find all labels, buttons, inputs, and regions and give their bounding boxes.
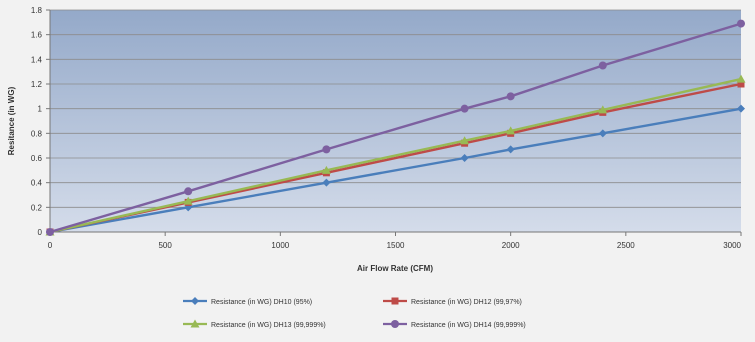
data-point	[460, 154, 469, 162]
y-tick-label: 1.8	[31, 6, 43, 15]
x-tick-label: 500	[158, 241, 172, 250]
legend-label: Resistance (in WG) DH13 (99,999%)	[211, 322, 326, 329]
legend-item: Resistance (in WG) DH12 (99,97%)	[383, 297, 522, 306]
data-point	[322, 178, 331, 187]
legend-label: Resistance (in WG) DH12 (99,97%)	[411, 299, 522, 306]
data-point	[737, 104, 745, 113]
y-tick-label: 1	[38, 105, 43, 114]
data-point	[184, 187, 193, 196]
plot-area	[50, 10, 741, 232]
legend-label: Resistance (in WG) DH10 (95%)	[211, 299, 312, 306]
data-point	[321, 165, 331, 174]
legend: Resistance (in WG) DH10 (95%) Resistance …	[183, 297, 526, 329]
x-tick-label: 1000	[271, 241, 289, 250]
data-point	[460, 104, 469, 113]
x-tick-label: 2000	[502, 241, 520, 250]
data-point	[460, 136, 470, 145]
legend-item: Resistance (in WG) DH10 (95%)	[183, 297, 312, 306]
data-point	[322, 145, 331, 154]
series-4	[46, 19, 745, 236]
y-axis-label: Resitance (in WG)	[7, 86, 16, 155]
legend-swatch-marker	[191, 297, 199, 305]
x-tick-label: 3000	[723, 241, 741, 250]
grid-lines	[50, 9, 741, 208]
data-point	[506, 145, 515, 154]
data-point	[506, 126, 516, 135]
y-tick-label: 1.2	[31, 80, 43, 89]
data-point	[737, 19, 745, 28]
x-axis-label: Air Flow Rate (CFM)	[357, 264, 433, 273]
data-point	[598, 61, 607, 70]
legend-item: Resistance (in WG) DH13 (99,999%)	[183, 319, 326, 329]
y-tick-label: 0.4	[31, 179, 43, 188]
x-tick-label: 1500	[387, 241, 405, 250]
legend-item: Resistance (in WG) DH14 (99,999%)	[383, 320, 526, 329]
y-tick-label: 1.4	[31, 55, 43, 64]
data-point	[737, 80, 745, 88]
data-point	[46, 228, 54, 236]
legend-swatch-marker	[391, 297, 399, 305]
data-point	[506, 92, 515, 101]
x-tick-label: 0	[48, 241, 53, 250]
y-tick-label: 1.6	[31, 31, 43, 40]
data-point	[183, 196, 193, 205]
data-point	[598, 129, 607, 138]
data-point	[598, 105, 608, 114]
y-tick-label: 0.6	[31, 154, 43, 163]
data-point	[736, 74, 746, 83]
x-tick-label: 2500	[617, 241, 635, 250]
y-tick-label: 0.8	[31, 129, 43, 138]
y-tick-label: 0.2	[31, 203, 43, 212]
legend-label: Resistance (in WG) DH14 (99,999%)	[411, 322, 526, 329]
y-tick-label: 0	[38, 228, 43, 237]
series-1	[46, 104, 745, 236]
series-group	[45, 19, 746, 236]
legend-swatch-marker	[190, 319, 200, 328]
legend-swatch-marker	[391, 320, 399, 328]
